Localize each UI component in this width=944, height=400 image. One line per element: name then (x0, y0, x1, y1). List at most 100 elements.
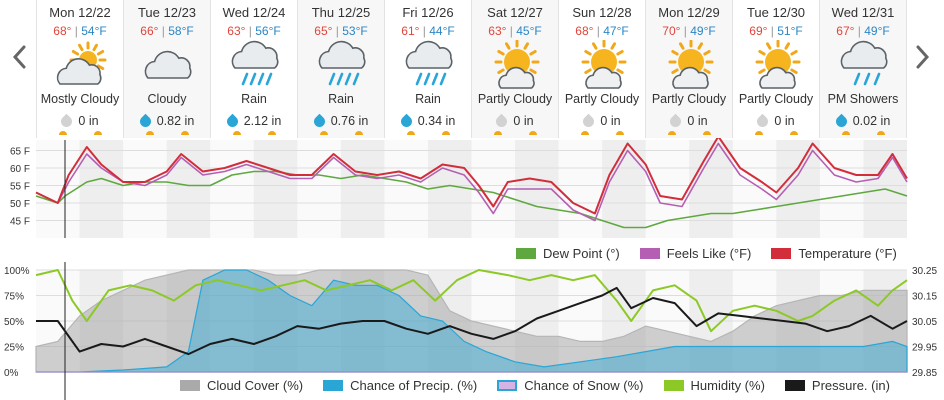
legend-label: Feels Like (°F) (666, 246, 752, 261)
low-temp: 51°F (777, 24, 803, 38)
cloudy-icon (144, 50, 192, 79)
condition-label: Cloudy (147, 92, 187, 106)
drop-icon (494, 113, 510, 129)
legend-label: Chance of Snow (%) (524, 378, 644, 393)
high-temp: 61° (401, 24, 420, 38)
low-temp: 49°F (864, 24, 890, 38)
weather-icon-wrap (385, 38, 471, 92)
partly-cloudy-icon (755, 40, 801, 89)
precip-value: 0 in (600, 114, 621, 128)
day-temps: 65° | 53°F (298, 24, 384, 38)
day-column[interactable]: Tue 12/23 66° | 58°F Cloudy 0.82 in (123, 0, 210, 138)
sunrise-sunset-marks (559, 131, 645, 137)
next-arrow-button[interactable] (912, 42, 932, 72)
condition-label: Rain (328, 92, 354, 106)
swatch-dew-point (516, 248, 536, 259)
y-tick-label: 65 F (10, 147, 30, 158)
legend-dew-point[interactable]: Dew Point (°) (516, 246, 620, 261)
time-band (776, 140, 820, 238)
day-column[interactable]: Tue 12/30 69° | 51°F Partly Cloudy 0 in (732, 0, 819, 138)
conditions-legend: Cloud Cover (%) Chance of Precip. (%) Ch… (180, 378, 890, 393)
day-column[interactable]: Fri 12/26 61° | 44°F Rain 0.34 in (384, 0, 471, 138)
day-column[interactable]: Sun 12/28 68° | 47°F Partly Cloudy 0 in (558, 0, 645, 138)
day-column[interactable]: Thu 12/25 65° | 53°F Rain 0.76 in (297, 0, 384, 138)
time-band (166, 140, 211, 238)
legend-cloud-cover[interactable]: Cloud Cover (%) (180, 378, 303, 393)
sunrise-icon (668, 131, 676, 135)
precip-amount: 0 in (733, 113, 819, 129)
drop-icon (833, 113, 850, 129)
sunrise-sunset-marks (385, 131, 471, 137)
drop-icon (137, 113, 154, 129)
y-tick-label: 55 F (10, 182, 30, 193)
high-temp: 68° (53, 24, 72, 38)
precip-value: 0.34 in (417, 114, 456, 128)
day-forecast-row: Mon 12/22 68° | 54°F Mostly Cloudy 0 in … (36, 0, 907, 138)
precip-amount: 0.82 in (124, 113, 210, 129)
temp-separator: | (332, 24, 343, 38)
day-temps: 61° | 44°F (385, 24, 471, 38)
day-column[interactable]: Mon 12/22 68° | 54°F Mostly Cloudy 0 in (36, 0, 123, 138)
high-temp: 63° (488, 24, 507, 38)
precip-amount: 0.76 in (298, 113, 384, 129)
rain-icon (231, 40, 279, 86)
weather-icon-wrap (733, 38, 819, 92)
legend-label: Cloud Cover (%) (207, 378, 304, 393)
sunrise-sunset-marks (646, 131, 732, 137)
swatch-humidity (663, 380, 684, 391)
day-date: Wed 12/31 (831, 5, 895, 20)
sunrise-sunset-marks (820, 131, 906, 137)
day-date: Tue 12/23 (137, 5, 197, 20)
sunrise-icon (59, 131, 67, 135)
swatch-snow (497, 380, 518, 391)
day-column[interactable]: Wed 12/24 63° | 56°F Rain 2.12 in (210, 0, 297, 138)
temp-separator: | (767, 24, 778, 38)
day-date: Sun 12/28 (572, 5, 632, 20)
sunrise-icon (146, 131, 154, 135)
high-temp: 63° (227, 24, 246, 38)
sunrise-sunset-marks (37, 131, 123, 137)
time-band (340, 140, 385, 238)
high-temp: 67° (836, 24, 855, 38)
time-band (427, 140, 472, 238)
sunrise-sunset-marks (298, 131, 384, 137)
legend-humidity[interactable]: Humidity (%) (663, 378, 765, 393)
day-date: Wed 12/24 (222, 5, 286, 20)
legend-temperature[interactable]: Temperature (°F) (771, 246, 897, 261)
legend-precip[interactable]: Chance of Precip. (%) (323, 378, 477, 393)
day-temps: 63° | 56°F (211, 24, 297, 38)
legend-label: Chance of Precip. (%) (350, 378, 478, 393)
day-column[interactable]: Mon 12/29 70° | 49°F Partly Cloudy 0 in (645, 0, 732, 138)
sunrise-icon (842, 131, 850, 135)
high-temp: 70° (662, 24, 681, 38)
temp-separator: | (854, 24, 865, 38)
sunset-icon (442, 131, 450, 135)
legend-feels-like[interactable]: Feels Like (°F) (639, 246, 752, 261)
day-temps: 67° | 49°F (820, 24, 906, 38)
y-tick-label-left: 25% (4, 343, 24, 354)
legend-label: Dew Point (°) (543, 246, 620, 261)
day-date: Mon 12/22 (49, 5, 111, 20)
condition-label: Partly Cloudy (564, 92, 640, 106)
precip-value: 0.82 in (156, 114, 195, 128)
y-tick-label-left: 100% (4, 266, 30, 277)
prev-arrow-button[interactable] (10, 42, 30, 72)
legend-pressure[interactable]: Pressure. (in) (784, 378, 890, 393)
temp-separator: | (71, 24, 82, 38)
drop-icon (755, 113, 771, 129)
temp-separator: | (245, 24, 256, 38)
day-column[interactable]: Sat 12/27 63° | 45°F Partly Cloudy 0 in (471, 0, 558, 138)
precip-value: 0 in (78, 114, 99, 128)
precip-value: 0.02 in (852, 114, 891, 128)
legend-snow[interactable]: Chance of Snow (%) (497, 378, 644, 393)
day-temps: 68° | 54°F (37, 24, 123, 38)
precip-value: 0 in (687, 114, 708, 128)
time-band (79, 140, 124, 238)
day-column[interactable]: Wed 12/31 67° | 49°F PM Showers 0.02 in (819, 0, 907, 138)
drop-icon (311, 113, 328, 129)
rain-icon (318, 40, 366, 86)
weather-icon-wrap (211, 38, 297, 92)
low-temp: 53°F (342, 24, 368, 38)
sunset-icon (877, 131, 885, 135)
weather-icon-wrap (646, 38, 732, 92)
